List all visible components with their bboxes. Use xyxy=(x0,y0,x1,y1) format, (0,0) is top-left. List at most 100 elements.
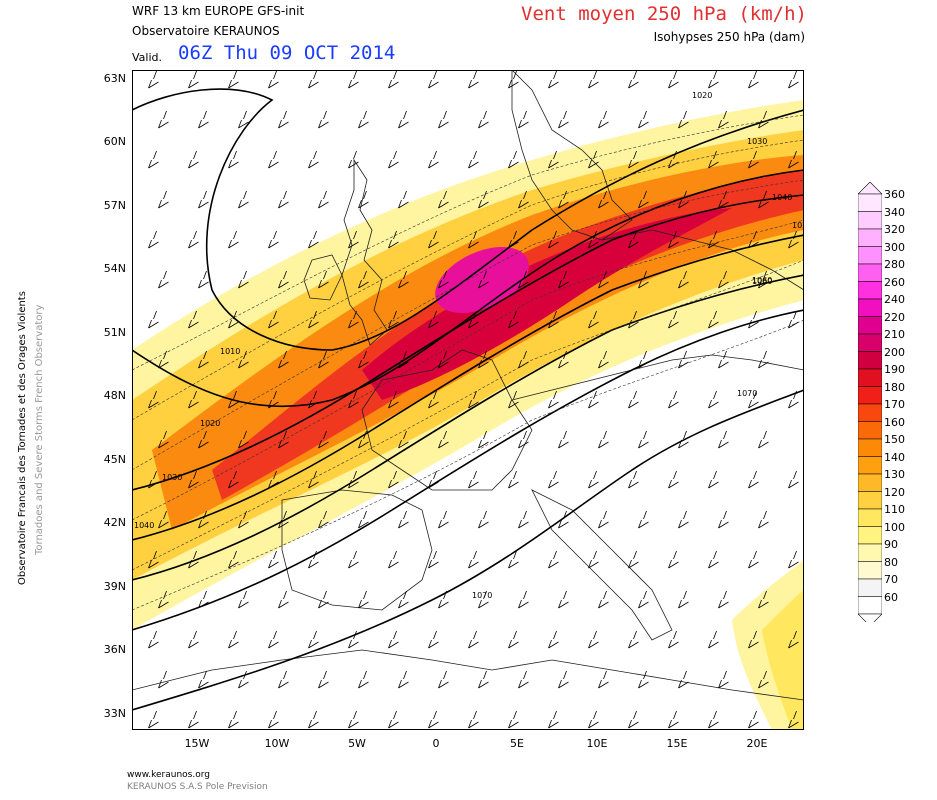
wind-barb xyxy=(598,670,609,689)
footer-url: www.keraunos.org xyxy=(127,770,210,780)
wind-barb xyxy=(468,230,479,249)
legend-swatch xyxy=(858,263,882,282)
legend-swatch xyxy=(858,403,882,422)
wind-barb xyxy=(588,310,599,329)
wind-barb xyxy=(668,470,679,489)
wind-barb xyxy=(348,70,359,89)
wind-barb xyxy=(638,590,649,609)
observatory-label: Observatoire KERAUNOS xyxy=(132,24,280,38)
wind-barb xyxy=(638,430,649,449)
color-legend xyxy=(858,182,882,622)
wind-barb xyxy=(148,70,159,89)
wind-barb xyxy=(708,310,719,329)
wind-barb xyxy=(478,430,489,449)
wind-barb xyxy=(158,590,169,609)
wind-barb xyxy=(548,470,559,489)
wind-barb xyxy=(748,550,759,569)
wind-barb xyxy=(238,350,249,369)
wind-barb xyxy=(628,230,639,249)
wind-barb xyxy=(238,590,249,609)
wind-barb xyxy=(588,470,599,489)
chart-subtitle: Isohypses 250 hPa (dam) xyxy=(653,30,805,44)
wind-barb xyxy=(598,350,609,369)
wind-barb xyxy=(508,710,519,729)
wind-barb xyxy=(388,150,399,169)
wind-barb xyxy=(278,190,289,209)
legend-swatch xyxy=(858,526,882,545)
wind-barb xyxy=(588,230,599,249)
wind-barb xyxy=(508,390,519,409)
wind-barb xyxy=(478,590,489,609)
wind-barb xyxy=(548,150,559,169)
wind-barb xyxy=(188,390,199,409)
wind-barb xyxy=(278,430,289,449)
isotach-lines xyxy=(132,114,804,611)
wind-barb xyxy=(508,470,519,489)
wind-barb xyxy=(228,710,239,729)
wind-barb xyxy=(228,230,239,249)
legend-swatch xyxy=(858,561,882,580)
legend-swatch xyxy=(858,596,882,615)
wind-barb xyxy=(238,670,249,689)
wind-barb xyxy=(478,190,489,209)
legend-label: 120 xyxy=(884,485,905,499)
wind-barb xyxy=(718,670,729,689)
wind-barb xyxy=(748,390,759,409)
wind-barb xyxy=(748,310,759,329)
wind-barb xyxy=(598,270,609,289)
wind-barb xyxy=(588,150,599,169)
wind-barb xyxy=(428,310,439,329)
wind-barb xyxy=(268,390,279,409)
legend-swatch xyxy=(858,421,882,440)
wind-barb xyxy=(558,190,569,209)
wind-barb xyxy=(638,350,649,369)
lat-label: 54N xyxy=(103,262,126,275)
wind-barb xyxy=(148,470,159,489)
wind-barb xyxy=(348,710,359,729)
wind-barb xyxy=(508,310,519,329)
wind-barb xyxy=(558,430,569,449)
isohypse-label: 1060 xyxy=(752,276,772,285)
wind-barb xyxy=(308,310,319,329)
wind-barb xyxy=(148,150,159,169)
wind-barb xyxy=(158,190,169,209)
model-label: WRF 13 km EUROPE GFS-init xyxy=(132,4,305,18)
lat-label: 60N xyxy=(103,135,126,148)
isohypse-label: 1020 xyxy=(200,419,220,428)
wind-barb xyxy=(588,710,599,729)
wind-barb xyxy=(668,550,679,569)
wind-barb xyxy=(148,230,159,249)
wind-barb xyxy=(228,470,239,489)
legend-label: 100 xyxy=(884,520,905,534)
wind-barb xyxy=(268,630,279,649)
legend-label: 140 xyxy=(884,450,905,464)
legend-label: 340 xyxy=(884,205,905,219)
wind-barb xyxy=(358,350,369,369)
wind-barb xyxy=(708,70,719,89)
wind-barb xyxy=(468,470,479,489)
wind-barb xyxy=(548,70,559,89)
legend-label: 190 xyxy=(884,363,905,376)
wind-barb xyxy=(308,70,319,89)
wind-barb xyxy=(438,430,449,449)
wind-barb xyxy=(468,150,479,169)
wind-barb xyxy=(748,70,759,89)
wind-barb xyxy=(278,510,289,529)
wind-barb xyxy=(358,270,369,289)
wind-barb xyxy=(188,550,199,569)
wind-barb xyxy=(548,310,559,329)
lat-label: 45N xyxy=(103,453,126,466)
wind-barb xyxy=(478,350,489,369)
wind-barb xyxy=(388,230,399,249)
wind-barb xyxy=(548,550,559,569)
wind-barb xyxy=(308,550,319,569)
isohypse-label: 1070 xyxy=(737,389,757,398)
wind-barb xyxy=(388,710,399,729)
wind-barb xyxy=(148,550,159,569)
legend-label: 80 xyxy=(884,555,898,569)
legend-label: 90 xyxy=(884,538,898,551)
wind-barb xyxy=(628,310,639,329)
wind-barb xyxy=(788,150,799,169)
isohypse-label: 1060 xyxy=(752,277,772,286)
lat-label: 33N xyxy=(103,707,126,720)
